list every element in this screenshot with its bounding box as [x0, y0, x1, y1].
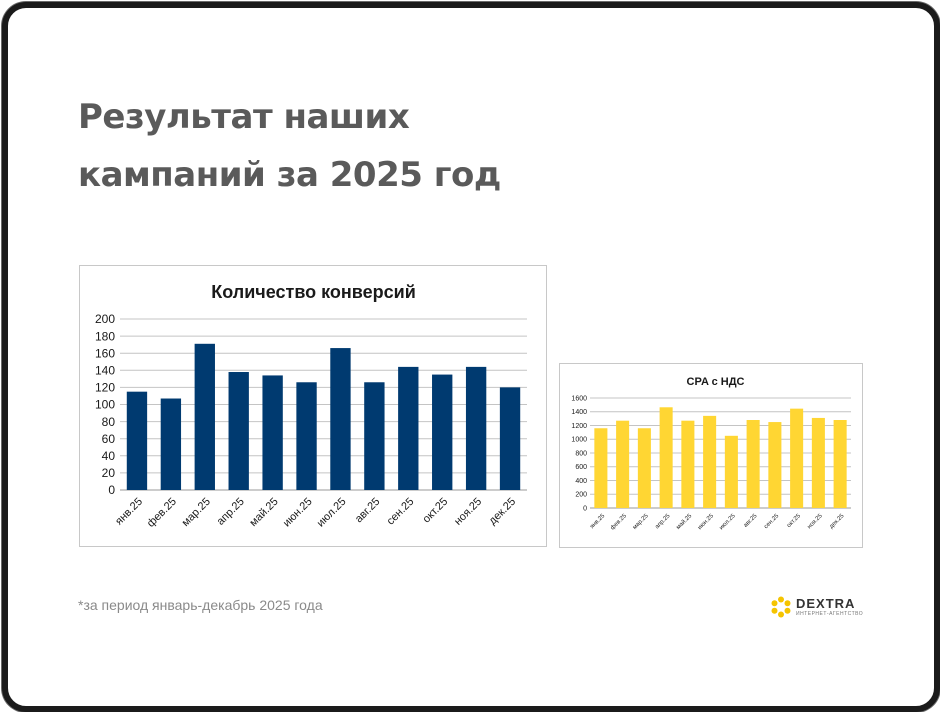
dextra-logo: DEXTRA ИНТЕРНЕТ-АГЕНТСТВО	[770, 594, 870, 620]
cpa-chart-svg: CPA с НДС 0 200 400 600 800 1000 1200 1400 1600 ян…	[571, 376, 851, 532]
bar-янв.25	[594, 428, 608, 508]
x-tick-label: авг.25	[743, 513, 759, 529]
chart-title: CPA с НДС	[687, 376, 745, 388]
y-tick-label: 180	[95, 329, 115, 343]
bar-авг.25	[746, 420, 760, 508]
x-tick-label: июн.25	[697, 513, 716, 532]
x-tick-label: май.25	[247, 496, 280, 529]
y-tick-label: 400	[575, 478, 587, 485]
bar-фев.25	[160, 398, 182, 490]
bar-янв.25	[126, 391, 148, 490]
y-tick-label: 800	[575, 450, 587, 457]
x-tick-label: мар.25	[632, 513, 650, 531]
bar-май.25	[262, 375, 283, 490]
bar-ноя.25	[465, 366, 487, 490]
x-tick-label: фев.25	[610, 513, 629, 532]
x-tick-label: сен.25	[763, 513, 780, 530]
y-tick-label: 80	[102, 415, 116, 429]
y-tick-label: 200	[575, 492, 587, 499]
x-tick-label: июл.25	[719, 513, 738, 532]
x-tick-label: янв.25	[589, 513, 607, 531]
bar-дек.25	[833, 420, 847, 508]
x-tick-label: мар.25	[180, 496, 213, 529]
bar-мар.25	[637, 428, 651, 508]
x-tick-label: фев.25	[145, 496, 179, 530]
y-tick-label: 160	[95, 346, 115, 360]
x-tick-label: дек.25	[829, 513, 846, 530]
bar-дек.25	[499, 387, 521, 490]
bar-июн.25	[296, 382, 317, 490]
y-tick-label: 60	[102, 432, 116, 446]
x-tick-label: апр.25	[215, 496, 247, 528]
y-tick-label: 1200	[571, 423, 587, 430]
conversions-chart-svg: Количество конверсий 0 20 40 60 80 100 120 140 16…	[95, 282, 527, 530]
x-tick-label: ноя.25	[807, 513, 825, 531]
footnote: *за период январь-декабрь 2025 года	[78, 597, 323, 613]
bar-сен.25	[398, 366, 419, 490]
bar-ноя.25	[811, 417, 825, 508]
y-tick-label: 20	[102, 466, 116, 480]
cpa-chart: CPA с НДС 0 200 400 600 800 1000 1200 1400 1600 ян…	[559, 363, 863, 548]
x-tick-label: сен.25	[385, 496, 417, 528]
x-tick-label: май.25	[675, 512, 694, 531]
bar-окт.25	[790, 408, 804, 508]
y-tick-label: 120	[95, 381, 115, 395]
y-tick-label: 40	[102, 449, 116, 463]
y-tick-label: 100	[95, 398, 115, 412]
bar-июл.25	[724, 435, 738, 508]
hexagon-flower-icon	[771, 596, 791, 618]
slide-title-line-2: кампаний за 2025 год	[78, 155, 501, 195]
slide-title: Результат наших кампаний за 2025 год	[78, 88, 501, 204]
y-tick-label: 1400	[571, 409, 587, 416]
x-tick-label: ноя.25	[452, 496, 484, 528]
logo-subtitle: ИНТЕРНЕТ-АГЕНТСТВО	[796, 611, 864, 617]
bar-май.25	[681, 420, 695, 508]
bar-фев.25	[616, 420, 630, 508]
bar-апр.25	[659, 407, 673, 508]
x-tick-label: дек.25	[487, 496, 519, 528]
bar-авг.25	[364, 382, 385, 490]
bar-окт.25	[432, 374, 453, 490]
bar-июн.25	[703, 415, 717, 508]
bar-апр.25	[228, 372, 249, 490]
slide-title-line-1: Результат наших	[78, 97, 410, 137]
y-tick-label: 140	[95, 364, 115, 378]
x-tick-label: апр.25	[654, 513, 672, 531]
y-tick-label: 1000	[571, 437, 587, 444]
bar-мар.25	[194, 343, 215, 490]
y-tick-label: 1600	[571, 395, 587, 402]
bar-июл.25	[330, 348, 351, 490]
chart-title: Количество конверсий	[211, 282, 416, 302]
conversions-chart: Количество конверсий 0 20 40 60 80 100 120 140 16…	[79, 265, 547, 547]
x-tick-label: янв.25	[113, 496, 145, 528]
x-tick-label: окт.25	[421, 496, 451, 526]
y-tick-label: 0	[583, 505, 587, 512]
x-tick-label: авг.25	[353, 496, 383, 526]
bar-сен.25	[768, 422, 782, 508]
y-tick-label: 0	[108, 483, 115, 497]
logo-wordmark: DEXTRA	[796, 596, 856, 611]
x-tick-label: июн.25	[281, 496, 315, 530]
x-tick-label: июл.25	[315, 496, 349, 530]
x-tick-label: окт.25	[786, 513, 802, 529]
y-tick-label: 200	[95, 312, 115, 326]
y-tick-label: 600	[575, 464, 587, 471]
